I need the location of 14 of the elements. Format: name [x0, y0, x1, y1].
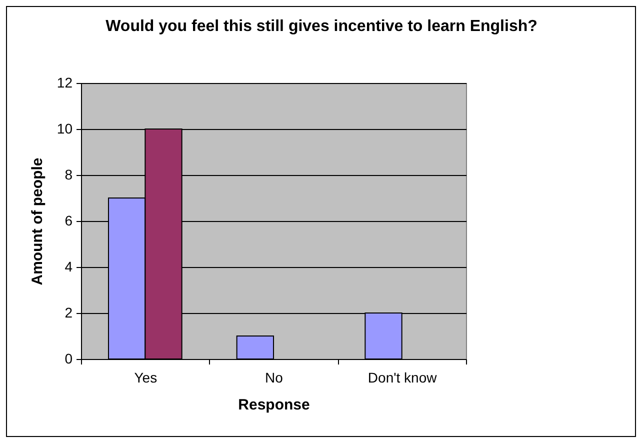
chart-title: Would you feel this still gives incentive to learn English?	[106, 18, 538, 35]
y-tick-label: 12	[56, 74, 73, 90]
y-tick-label: 8	[64, 166, 73, 182]
x-tick-label: Don't know	[368, 370, 438, 386]
y-tick-label: 2	[64, 304, 73, 320]
bar	[236, 336, 274, 360]
y-axis-title: Amount of people	[28, 158, 46, 286]
y-tick-label: 10	[56, 120, 73, 136]
x-tick-label: Yes	[134, 370, 158, 386]
y-tick-label: 6	[64, 212, 73, 228]
x-tick-label: No	[265, 370, 284, 386]
y-tick-label: 4	[64, 258, 73, 274]
y-tick-label: 0	[64, 350, 73, 366]
x-axis-title: Response	[238, 396, 310, 414]
